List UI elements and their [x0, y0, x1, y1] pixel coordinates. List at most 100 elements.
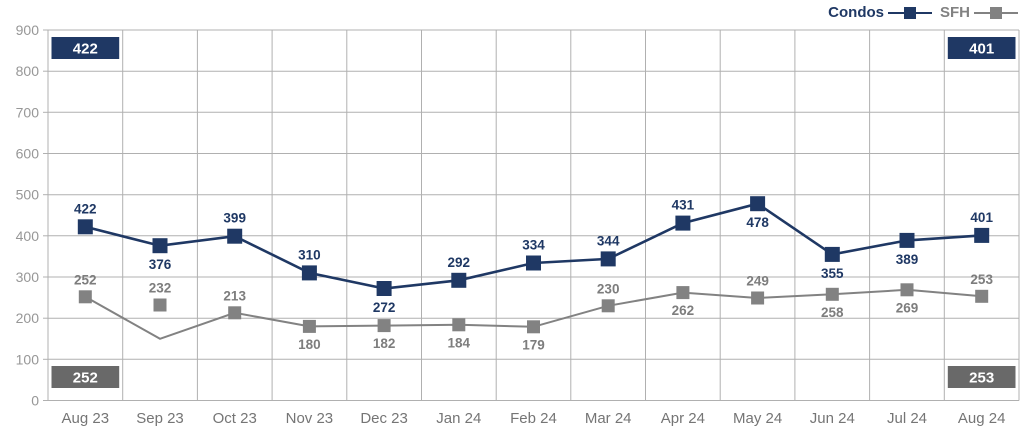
value-badge [51, 37, 120, 59]
data-point-marker [600, 251, 616, 267]
x-tick-label: Nov 23 [286, 410, 334, 427]
data-point-label: 431 [672, 198, 695, 213]
data-point-label: 422 [74, 201, 97, 216]
data-point-marker [750, 196, 766, 212]
data-point-marker [601, 299, 615, 313]
data-point-marker [974, 227, 990, 243]
data-point-label: 344 [597, 233, 620, 248]
y-tick-label: 900 [16, 22, 40, 38]
sfh-line-swatch-icon [974, 6, 1018, 19]
data-point-label: 182 [373, 336, 396, 351]
y-tick-label: 500 [16, 187, 40, 203]
legend-label-sfh: SFH [940, 4, 970, 21]
x-tick-label: Dec 23 [360, 410, 408, 427]
data-point-marker [77, 219, 93, 235]
x-tick-label: Jun 24 [810, 410, 855, 427]
data-point-label: 292 [448, 255, 471, 270]
data-point-label: 478 [746, 215, 769, 230]
data-point-marker [227, 228, 243, 244]
data-point-marker [675, 215, 691, 231]
series-sfh: 252 232 213 180 182 184 179 230 262 249 258 269 253 [74, 272, 993, 353]
value-badge-label: 401 [969, 41, 994, 58]
legend-label-condos: Condos [828, 4, 884, 21]
x-tick-label: May 24 [733, 410, 782, 427]
value-badges: 422 401 252 253 [51, 37, 1016, 388]
x-tick-label: Jul 24 [887, 410, 927, 427]
legend-item-sfh: SFH [940, 4, 1018, 21]
value-badge [51, 366, 120, 388]
value-badge-label: 253 [969, 370, 994, 387]
data-point-label: 399 [223, 211, 246, 226]
y-tick-label: 100 [16, 351, 40, 367]
y-tick-label: 800 [16, 63, 40, 79]
y-tick-label: 400 [16, 228, 40, 244]
data-point-marker [153, 298, 167, 312]
data-point-label: 389 [896, 252, 919, 267]
data-point-label: 269 [896, 300, 919, 315]
data-point-marker [751, 291, 765, 305]
data-point-label: 253 [970, 272, 993, 287]
y-tick-label: 0 [31, 393, 39, 409]
data-point-label: 230 [597, 281, 620, 296]
x-tick-label: Aug 23 [62, 410, 110, 427]
data-point-label: 334 [522, 238, 545, 253]
chart-legend: Condos SFH [828, 4, 1018, 21]
data-point-marker [975, 289, 989, 303]
data-point-marker [302, 319, 316, 333]
series-condos: 422 376 399 310 272 292 334 344 431 478 355 389 401 [74, 196, 993, 315]
data-point-marker [376, 281, 392, 296]
data-point-label: 213 [223, 288, 246, 303]
data-point-label: 252 [74, 272, 97, 287]
data-point-label: 376 [149, 257, 172, 272]
x-tick-label: Jan 24 [436, 410, 481, 427]
data-point-label: 401 [970, 210, 993, 225]
y-tick-label: 600 [16, 146, 40, 162]
y-tick-label: 300 [16, 269, 40, 285]
data-point-marker [527, 320, 540, 334]
x-tick-label: Oct 23 [213, 410, 257, 427]
data-point-marker [152, 238, 168, 254]
data-point-marker [900, 283, 914, 297]
value-badge-label: 422 [73, 41, 98, 58]
x-axis: Aug 23 Sep 23 Oct 23 Nov 23 Dec 23 Jan 24 Feb … [62, 410, 1006, 427]
data-point-label: 232 [149, 281, 172, 296]
data-point-label: 310 [298, 247, 321, 262]
condos-line-swatch-icon [888, 6, 932, 19]
x-tick-label: Apr 24 [661, 410, 705, 427]
data-point-label: 179 [522, 337, 545, 352]
x-tick-label: Feb 24 [510, 410, 557, 427]
data-point-marker [78, 290, 92, 304]
value-badge [947, 366, 1016, 388]
data-point-marker [451, 272, 467, 288]
data-point-marker [452, 318, 466, 332]
y-axis: 0 100 200 300 400 500 600 700 800 900 [16, 22, 48, 409]
value-badge [947, 37, 1016, 59]
data-point-marker [526, 255, 541, 271]
y-tick-label: 700 [16, 104, 40, 120]
x-tick-label: Aug 24 [958, 410, 1006, 427]
data-point-label: 355 [821, 266, 844, 281]
x-tick-label: Mar 24 [585, 410, 632, 427]
x-tick-label: Sep 23 [136, 410, 184, 427]
data-point-label: 184 [448, 335, 471, 350]
condos-square-marker-icon [904, 6, 916, 19]
gridlines [47, 29, 1020, 401]
data-point-label: 258 [821, 305, 844, 320]
data-point-marker [899, 232, 915, 248]
data-point-marker [301, 265, 317, 281]
data-point-marker [825, 287, 839, 301]
data-point-label: 180 [298, 337, 321, 352]
y-tick-label: 200 [16, 310, 40, 326]
data-point-marker [377, 319, 391, 333]
data-point-label: 272 [373, 300, 396, 315]
legend-item-condos: Condos [828, 4, 932, 21]
sfh-square-marker-icon [990, 6, 1002, 19]
data-point-marker [824, 246, 840, 262]
data-point-marker [676, 286, 690, 300]
data-point-label: 249 [746, 274, 769, 289]
data-point-label: 262 [672, 303, 695, 318]
data-point-marker [228, 306, 242, 320]
value-badge-label: 252 [73, 370, 98, 387]
